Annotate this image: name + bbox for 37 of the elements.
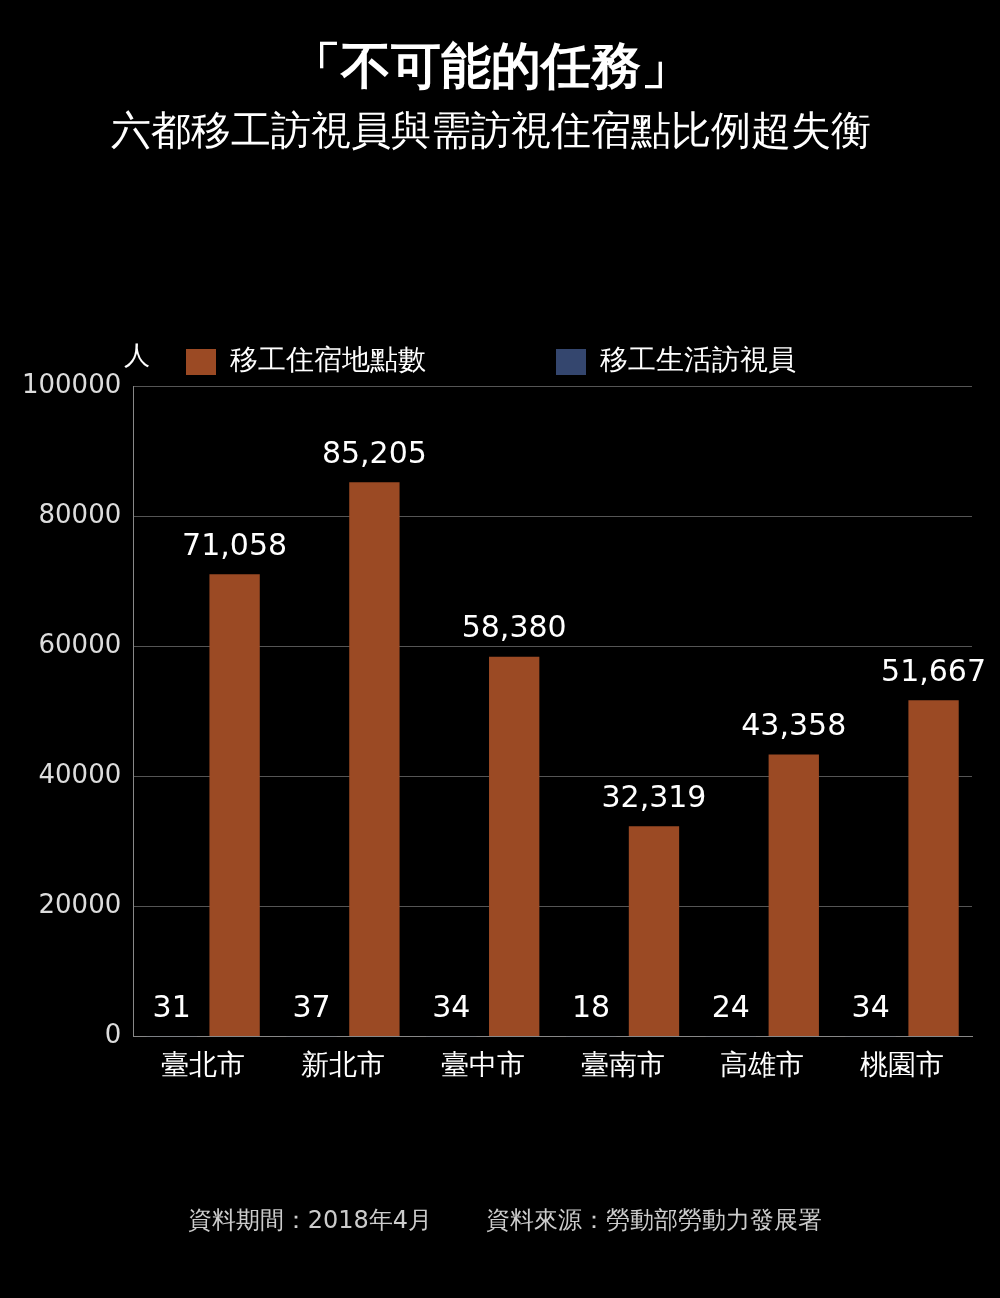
data-label: 32,319 (601, 778, 707, 814)
data-label: 24 (711, 989, 750, 1025)
data-label: 58,380 (461, 609, 567, 645)
chart-title: 「不可能的任務」 (291, 36, 691, 95)
x-tick-label: 臺南市 (580, 1048, 665, 1082)
x-tick-label: 臺北市 (161, 1048, 246, 1082)
bar (908, 700, 959, 1036)
y-tick-label: 80000 (38, 498, 122, 529)
bar (489, 656, 540, 1036)
bar (768, 754, 819, 1036)
data-label: 51,667 (881, 653, 987, 689)
data-label: 71,058 (182, 527, 288, 563)
y-tick-label: 0 (104, 1019, 122, 1050)
legend-label: 移工生活訪視員 (600, 343, 796, 377)
x-tick-label: 新北市 (300, 1048, 385, 1082)
y-tick-label: 60000 (38, 628, 122, 659)
chart-subtitle: 六都移工訪視員與需訪視住宿點比例超失衡 (111, 107, 871, 154)
text: 資料期間：2018年4月 (187, 1206, 432, 1235)
y-tick-label: 100000 (21, 368, 122, 399)
y-axis-title: 人 (124, 339, 151, 370)
data-label: 34 (432, 988, 471, 1024)
y-tick-label: 40000 (38, 758, 122, 789)
data-label: 37 (292, 988, 331, 1024)
data-label: 43,358 (741, 707, 847, 743)
data-label: 31 (152, 989, 191, 1024)
bar (349, 482, 400, 1036)
data-label: 34 (851, 988, 890, 1024)
x-tick-label: 桃園市 (860, 1048, 945, 1082)
x-tick-label: 高雄市 (720, 1048, 805, 1082)
bar (209, 574, 260, 1036)
y-tick-label: 20000 (38, 889, 122, 920)
data-label: 85,205 (321, 435, 427, 471)
x-tick-label: 臺中市 (440, 1048, 525, 1082)
data-label: 18 (571, 989, 611, 1025)
source-note: 資料來源：勞動部勞動力發展署 (486, 1206, 822, 1235)
legend-label: 移工住宿地點數 (230, 343, 426, 377)
bar (628, 826, 680, 1036)
